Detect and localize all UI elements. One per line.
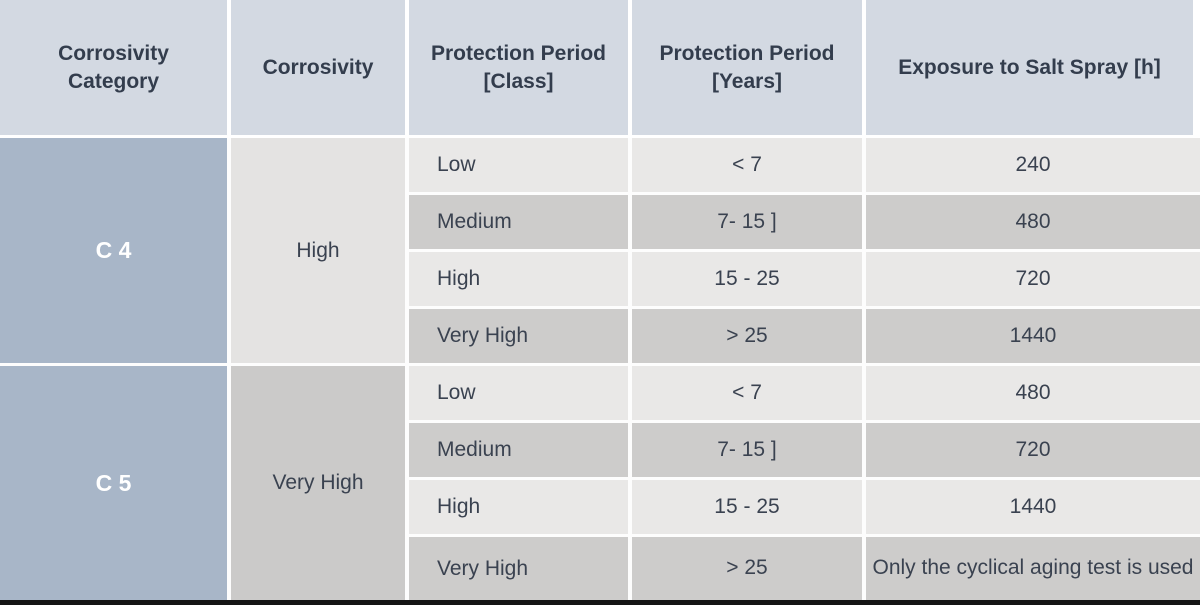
class-cell: Medium <box>409 423 628 477</box>
category-cell-c4: C 4 <box>0 138 227 363</box>
years-cell: < 7 <box>632 138 862 192</box>
class-cell: High <box>409 480 628 534</box>
header-protection-period-years: Protection Period [Years] <box>632 0 862 135</box>
salt-spray-note-cell: Only the cyclical aging test is used <box>866 537 1200 600</box>
years-cell: > 25 <box>632 537 862 600</box>
table-body: C 4 High C 5 Very High Low < 7 240 Mediu… <box>0 138 1200 600</box>
salt-spray-cell: 720 <box>866 423 1200 477</box>
class-cell: Very High <box>409 537 628 600</box>
years-cell: < 7 <box>632 366 862 420</box>
class-cell: High <box>409 252 628 306</box>
header-corrosivity-category: Corrosivity Category <box>0 0 227 135</box>
years-cell: > 25 <box>632 309 862 363</box>
years-cell: 15 - 25 <box>632 480 862 534</box>
years-cell: 7- 15 ] <box>632 423 862 477</box>
bottom-edge-bar <box>0 600 1200 605</box>
header-corrosivity: Corrosivity <box>231 0 405 135</box>
salt-spray-cell: 720 <box>866 252 1200 306</box>
years-cell: 15 - 25 <box>632 252 862 306</box>
salt-spray-cell: 480 <box>866 195 1200 249</box>
salt-spray-cell: 1440 <box>866 309 1200 363</box>
class-cell: Low <box>409 138 628 192</box>
salt-spray-cell: 240 <box>866 138 1200 192</box>
corrosivity-cell-c4: High <box>231 138 405 363</box>
years-cell: 7- 15 ] <box>632 195 862 249</box>
header-protection-period-class: Protection Period [Class] <box>409 0 628 135</box>
class-cell: Medium <box>409 195 628 249</box>
class-cell: Low <box>409 366 628 420</box>
header-exposure-salt-spray: Exposure to Salt Spray [h] <box>866 0 1193 135</box>
salt-spray-cell: 480 <box>866 366 1200 420</box>
category-cell-c5: C 5 <box>0 366 227 600</box>
corrosivity-cell-c5: Very High <box>231 366 405 600</box>
table-header-row: Corrosivity Category Corrosivity Protect… <box>0 0 1200 135</box>
class-cell: Very High <box>409 309 628 363</box>
salt-spray-cell: 1440 <box>866 480 1200 534</box>
